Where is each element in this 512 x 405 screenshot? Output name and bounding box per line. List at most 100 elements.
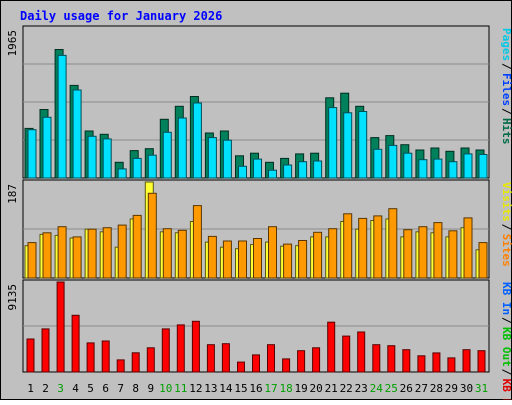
bar-sites-31 [478,242,488,279]
bar-kb-f-26 [402,349,411,373]
bar-files-28 [433,158,443,179]
bar-kb-f-17 [267,344,275,373]
bar-kb-f-11 [176,324,185,373]
x-tick-29: 29 [445,382,458,395]
legend-separator: / [500,63,512,70]
x-tick-14: 14 [219,382,233,395]
legend-label-sites: Sites [500,234,512,267]
x-tick-5: 5 [87,382,94,395]
x-tick-25: 25 [385,382,398,395]
bar-kb-f-9 [146,347,155,373]
bar-files-14 [222,139,232,179]
x-tick-11: 11 [174,382,187,395]
series-sites [27,192,488,279]
x-tick-3: 3 [57,382,64,395]
x-tick-1: 1 [27,382,34,395]
chart-title: Daily usage for January 2026 [20,9,222,23]
bar-sites-8 [132,214,142,279]
bar-sites-19 [298,240,308,279]
bar-kb-f-10 [161,328,170,373]
bar-kb-f-20 [312,347,321,373]
bar-kb-f-16 [252,354,260,373]
panel-sites-visits: 187 Visits / Sites [6,179,512,279]
bar-sites-27 [418,226,428,279]
y-max-label: 9135 [6,284,19,311]
legend-label-kb-f: KB F [500,379,512,400]
bar-sites-25 [388,208,398,279]
x-tick-10: 10 [159,382,172,395]
bar-sites-17 [268,226,277,279]
bar-sites-23 [358,217,368,279]
x-tick-27: 27 [415,382,428,395]
bar-sites-26 [403,229,413,279]
bar-files-24 [373,148,383,179]
bar-sites-24 [373,215,383,279]
x-tick-23: 23 [355,382,368,395]
bar-files-23 [358,111,368,179]
bar-files-25 [388,144,398,179]
bar-files-20 [313,160,323,179]
series-kb-f [26,281,486,373]
x-tick-8: 8 [132,382,139,395]
bar-files-4 [72,89,82,179]
bar-files-30 [463,153,473,179]
bar-kb-f-5 [86,342,95,373]
bar-kb-f-29 [447,357,456,373]
bar-sites-4 [72,236,82,279]
bar-files-8 [132,157,142,179]
y-max-label: 1965 [6,30,19,57]
x-tick-18: 18 [279,382,292,395]
x-tick-6: 6 [102,382,109,395]
x-tick-7: 7 [117,382,124,395]
legend-label-files: Files [500,73,512,106]
legend-separator: / [500,317,512,324]
bar-kb-f-8 [131,352,140,373]
bar-files-29 [448,161,458,179]
bar-sites-22 [343,213,353,279]
bar-files-17 [268,169,277,179]
bar-sites-5 [87,228,97,279]
x-tick-4: 4 [72,382,79,395]
bar-files-5 [87,135,97,179]
bar-kb-f-31 [477,350,486,373]
bar-kb-f-28 [432,352,441,373]
bar-sites-14 [222,240,232,279]
bar-files-16 [253,158,262,179]
x-tick-20: 20 [309,382,322,395]
bar-sites-6 [102,227,112,279]
panel-hits-files-pages: 1965 Pages / Files / Hits [6,25,512,179]
bar-kb-f-13 [206,344,215,373]
bar-sites-1 [27,242,37,279]
bar-kb-f-1 [26,338,35,373]
bar-files-26 [403,152,413,179]
bar-kb-f-12 [191,320,200,373]
bar-files-21 [328,107,338,179]
bar-sites-7 [117,224,127,279]
bar-sites-11 [177,229,187,279]
x-tick-31: 31 [475,382,488,395]
x-tick-28: 28 [430,382,443,395]
x-tick-22: 22 [340,382,353,395]
legend-label-visits: Visits [500,182,512,222]
bar-kb-f-18 [282,358,291,373]
x-tick-26: 26 [400,382,413,395]
bar-sites-10 [162,228,172,279]
x-tick-24: 24 [370,382,384,395]
bar-files-31 [478,154,488,179]
bar-sites-2 [42,232,52,279]
bar-sites-21 [328,228,338,279]
bar-sites-15 [238,240,247,279]
bar-sites-28 [433,222,443,279]
x-tick-19: 19 [294,382,307,395]
x-tick-17: 17 [264,382,277,395]
legend-label-pages: Pages [500,28,512,61]
x-tick-13: 13 [204,382,217,395]
bar-files-12 [192,102,202,179]
y-max-label: 187 [6,184,19,204]
bar-files-2 [42,116,52,179]
legend-label-hits: Hits [500,118,512,145]
bar-files-3 [57,54,67,179]
bar-kb-f-25 [387,345,396,373]
right-legend-hits-files-pages: Pages / Files / Hits [500,28,512,145]
